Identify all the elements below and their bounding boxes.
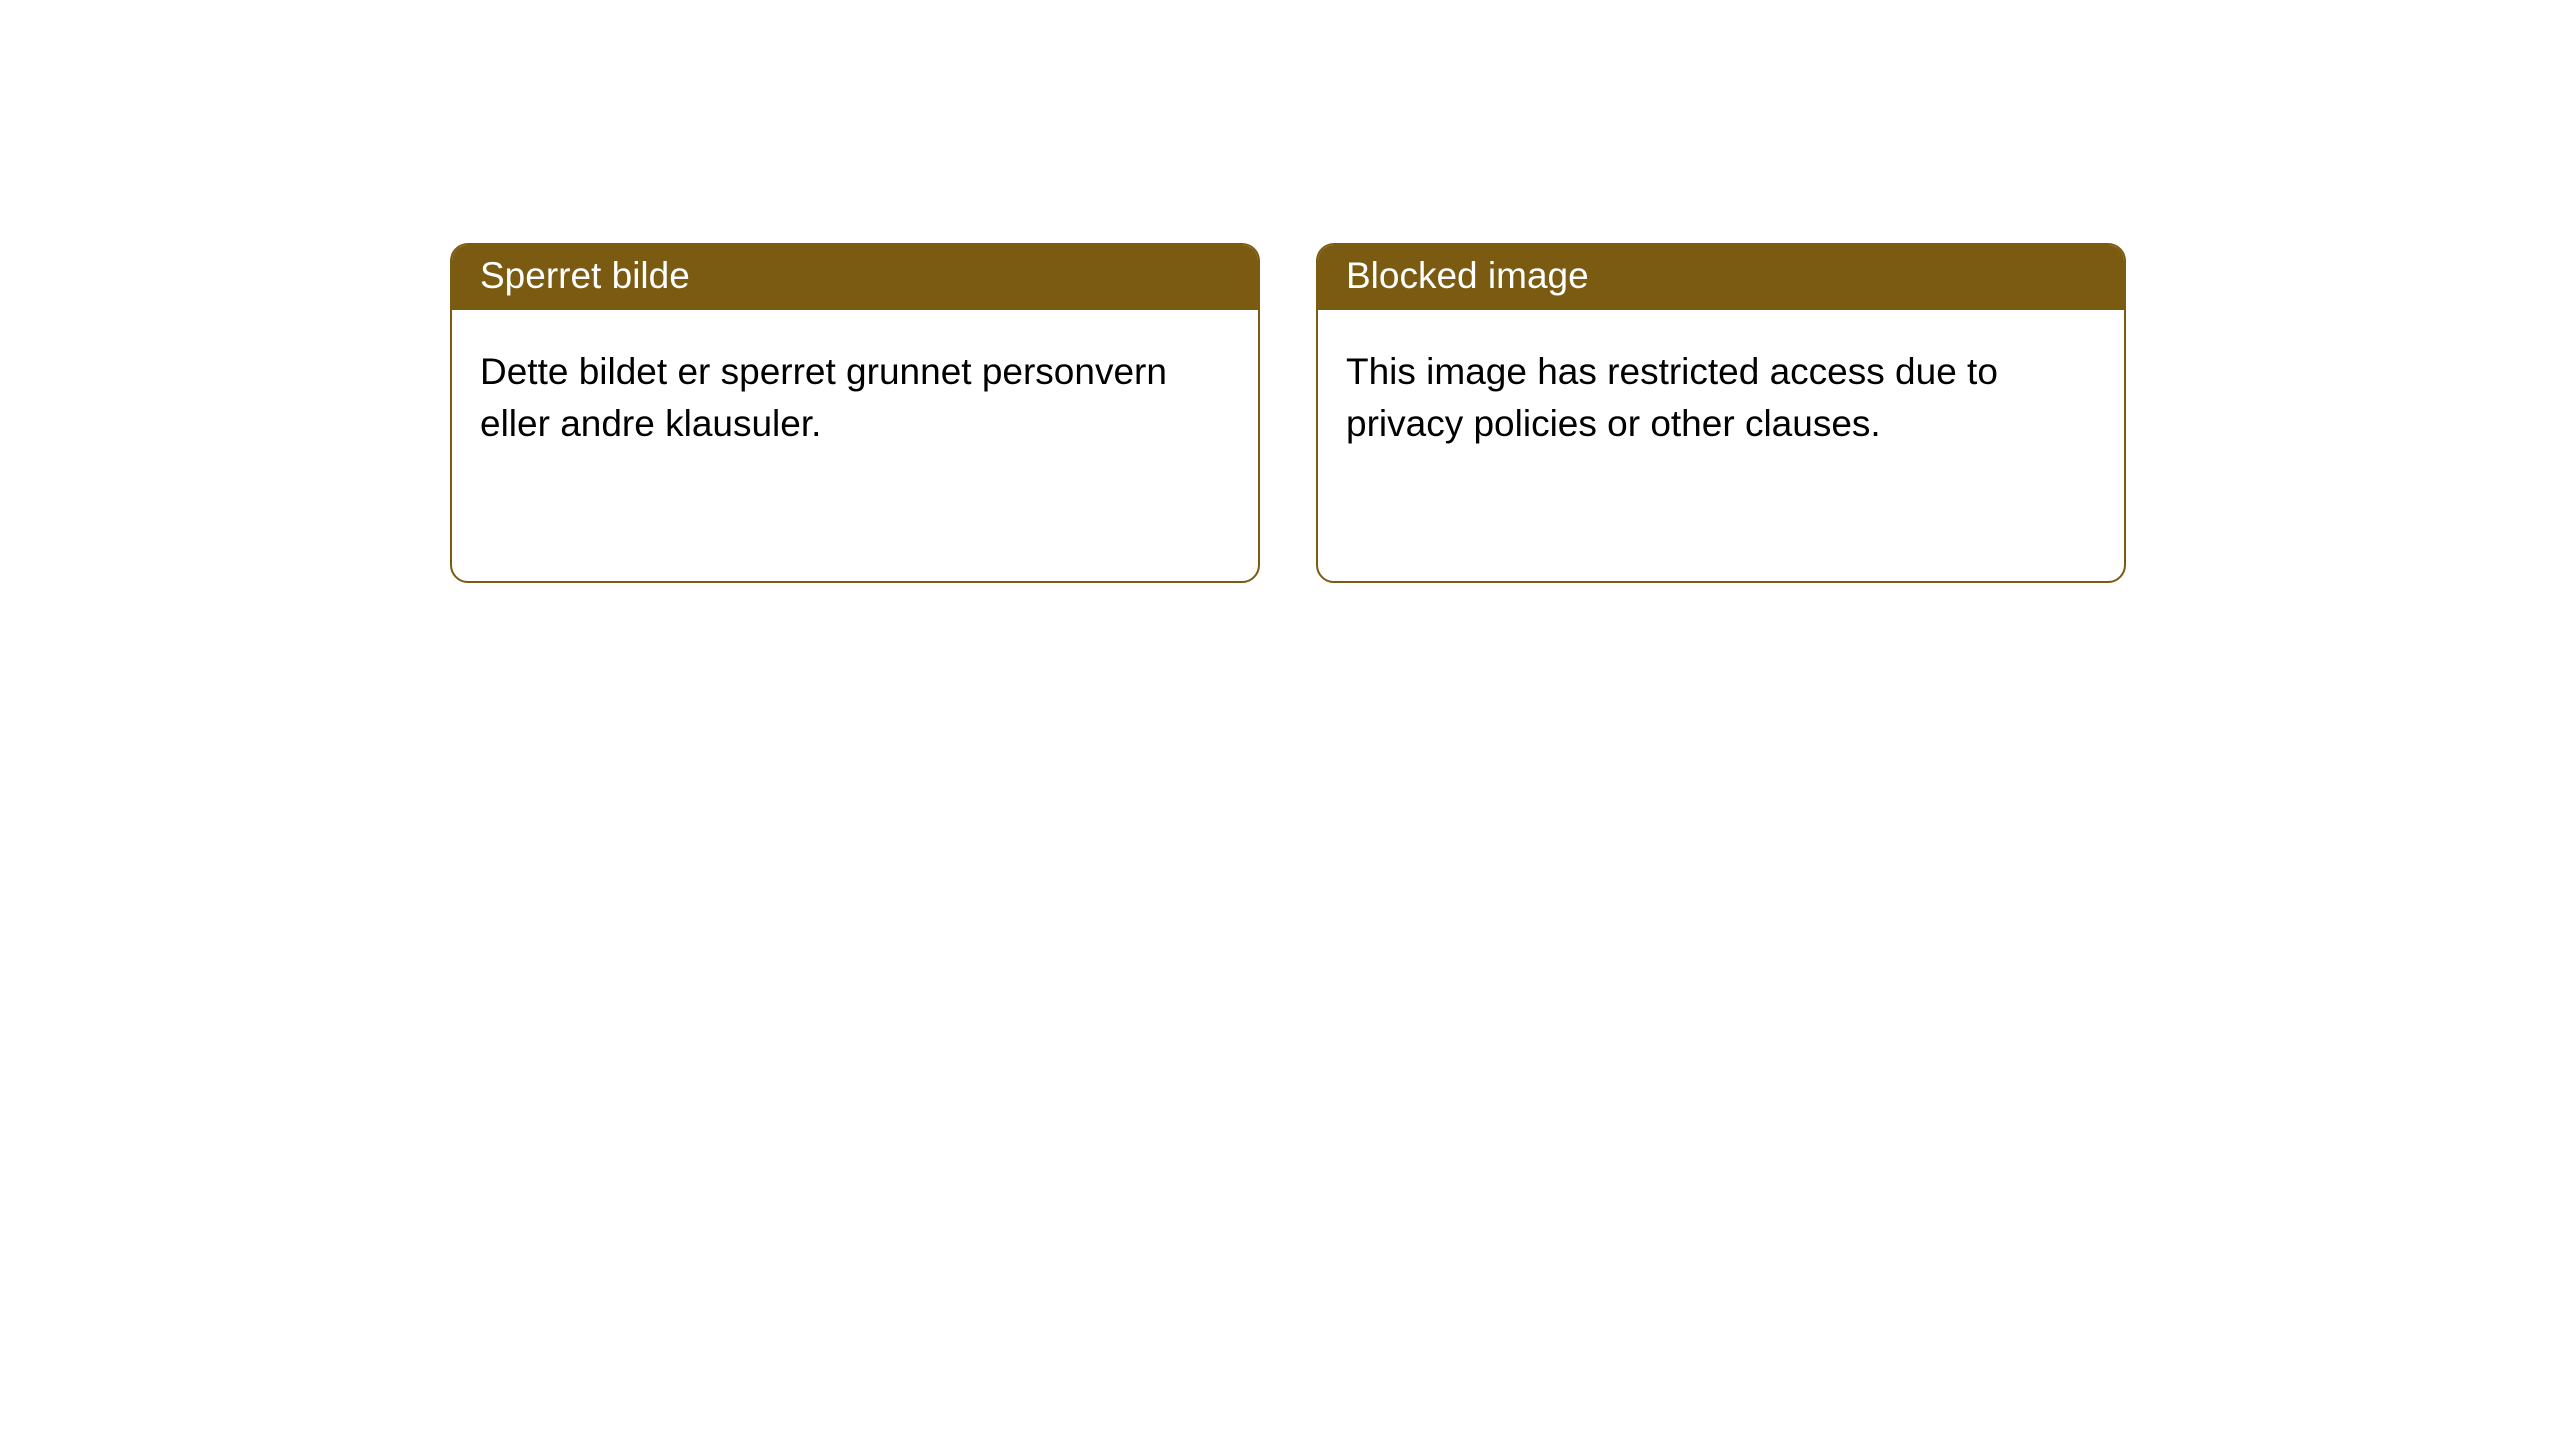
blocked-image-card-english: Blocked image This image has restricted …	[1316, 243, 2126, 583]
notice-container: Sperret bilde Dette bildet er sperret gr…	[0, 0, 2560, 583]
card-body-text: Dette bildet er sperret grunnet personve…	[480, 351, 1167, 444]
card-title: Blocked image	[1346, 255, 1589, 296]
card-body: Dette bildet er sperret grunnet personve…	[452, 310, 1258, 478]
card-header: Sperret bilde	[452, 245, 1258, 310]
blocked-image-card-norwegian: Sperret bilde Dette bildet er sperret gr…	[450, 243, 1260, 583]
card-title: Sperret bilde	[480, 255, 690, 296]
card-body-text: This image has restricted access due to …	[1346, 351, 1998, 444]
card-body: This image has restricted access due to …	[1318, 310, 2124, 478]
card-header: Blocked image	[1318, 245, 2124, 310]
